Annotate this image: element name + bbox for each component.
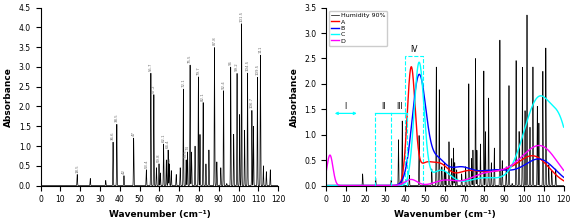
Text: 72.1: 72.1	[181, 78, 185, 87]
Text: I: I	[344, 102, 347, 111]
B	[465, 167, 472, 169]
Text: 109.5: 109.5	[255, 64, 259, 75]
Line: C: C	[326, 62, 564, 186]
B	[500, 169, 507, 171]
D	[366, 184, 373, 187]
Text: 65: 65	[167, 157, 171, 162]
Text: 55.7: 55.7	[149, 62, 153, 71]
Text: 47: 47	[132, 131, 136, 136]
B	[518, 165, 525, 168]
Humidity 90%	[500, 184, 507, 187]
C	[366, 184, 373, 187]
Text: III: III	[396, 102, 402, 111]
Humidity 90%	[465, 129, 472, 132]
Text: 104.5: 104.5	[246, 60, 250, 71]
D	[535, 144, 542, 147]
Text: 64.4: 64.4	[166, 139, 170, 148]
Text: 18.5: 18.5	[75, 164, 79, 173]
C	[413, 74, 420, 76]
Humidity 90%	[518, 184, 525, 187]
Text: 101.5: 101.5	[240, 10, 244, 21]
Bar	[405, 56, 423, 186]
B	[560, 176, 567, 179]
Text: IV: IV	[411, 45, 418, 54]
Y-axis label: Absorbance: Absorbance	[4, 67, 13, 126]
A	[366, 184, 373, 187]
Line: D: D	[326, 145, 564, 186]
B	[413, 80, 420, 83]
D	[465, 178, 472, 180]
Y-axis label: Absorbance: Absorbance	[290, 67, 298, 126]
Text: II: II	[381, 102, 386, 111]
D	[323, 172, 329, 174]
B	[323, 184, 329, 187]
Text: 111: 111	[258, 46, 262, 53]
C	[465, 179, 472, 182]
Humidity 90%	[366, 184, 373, 187]
C	[323, 184, 329, 187]
Text: 106.7: 106.7	[250, 97, 254, 108]
D	[518, 156, 525, 158]
A	[465, 169, 472, 172]
B	[477, 169, 484, 172]
Text: 82.1: 82.1	[201, 92, 205, 101]
Text: 74: 74	[186, 145, 190, 150]
A	[500, 168, 507, 171]
Text: 99.2: 99.2	[235, 62, 239, 71]
X-axis label: Wavenumber (cm⁻¹): Wavenumber (cm⁻¹)	[109, 210, 210, 219]
Humidity 90%	[413, 184, 420, 187]
Text: 36.6: 36.6	[111, 132, 115, 140]
A	[408, 65, 415, 68]
Text: 79.7: 79.7	[197, 66, 201, 75]
Text: 42: 42	[122, 169, 126, 174]
Text: 87.8: 87.8	[212, 37, 216, 45]
D	[352, 184, 359, 187]
C	[500, 174, 507, 177]
D	[560, 169, 567, 172]
A	[413, 131, 420, 134]
Text: 73.5: 73.5	[184, 149, 188, 158]
C	[518, 138, 525, 141]
A	[560, 179, 567, 182]
Legend: Humidity 90%, A, B, C, D: Humidity 90%, A, B, C, D	[329, 11, 388, 46]
D	[500, 168, 507, 171]
A	[518, 159, 525, 161]
Text: 53.4: 53.4	[144, 159, 148, 168]
D	[413, 180, 420, 183]
A	[323, 184, 329, 187]
B	[416, 73, 423, 76]
Line: A: A	[326, 67, 564, 186]
Line: Humidity 90%: Humidity 90%	[326, 15, 564, 186]
C	[477, 177, 484, 180]
Text: 75.5: 75.5	[188, 54, 192, 63]
Humidity 90%	[323, 184, 329, 187]
D	[477, 173, 484, 176]
Humidity 90%	[524, 14, 531, 16]
Text: 57.2: 57.2	[152, 84, 156, 93]
Humidity 90%	[560, 184, 567, 187]
Line: B: B	[326, 74, 564, 186]
B	[366, 184, 373, 187]
C	[416, 61, 423, 64]
X-axis label: Wavenumber (cm⁻¹): Wavenumber (cm⁻¹)	[394, 210, 496, 219]
Text: 96: 96	[229, 60, 233, 65]
A	[477, 170, 484, 173]
Text: 38.5: 38.5	[115, 114, 119, 122]
Text: 59.8: 59.8	[157, 153, 161, 162]
Humidity 90%	[477, 145, 484, 147]
C	[560, 126, 567, 128]
Text: 92.4: 92.4	[221, 80, 225, 89]
Text: 62.1: 62.1	[162, 133, 166, 142]
